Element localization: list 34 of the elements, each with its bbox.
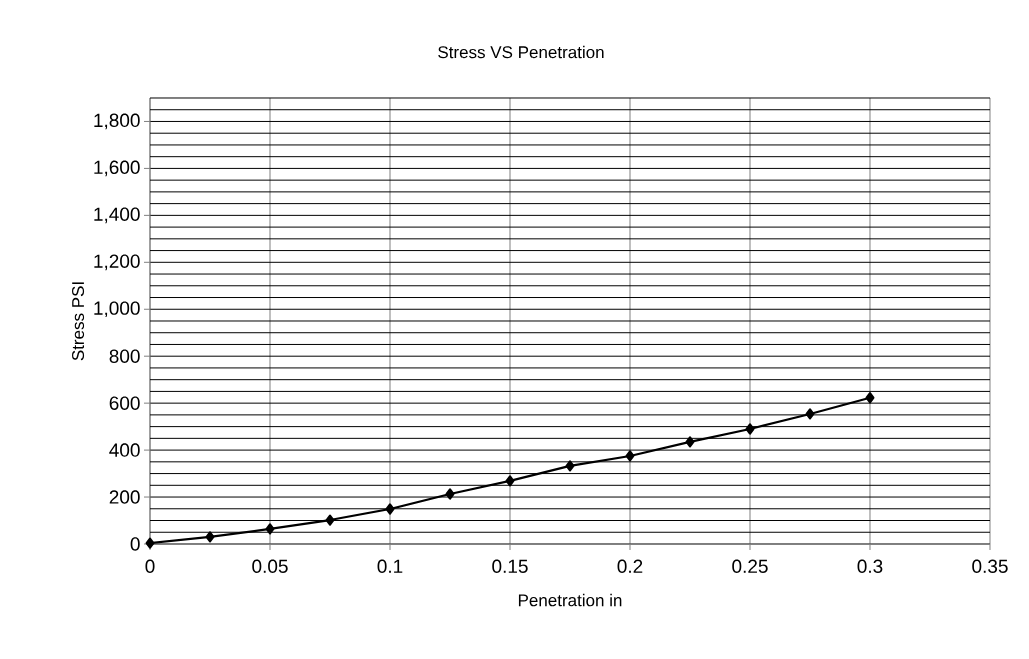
x-tick-label: 0.2 bbox=[617, 559, 643, 573]
point bbox=[805, 408, 815, 420]
point bbox=[265, 523, 275, 535]
point bbox=[205, 531, 215, 543]
y-tick-label: 0 bbox=[130, 537, 140, 551]
point bbox=[865, 392, 875, 404]
point bbox=[745, 423, 755, 435]
point bbox=[505, 475, 515, 487]
x-tick-label: 0.05 bbox=[252, 559, 288, 573]
x-tick-label: 0.1 bbox=[377, 559, 403, 573]
y-tick-label: 1,400 bbox=[94, 207, 140, 224]
x-axis-title: Penetration in bbox=[518, 593, 622, 607]
y-tick-label: 1,600 bbox=[94, 160, 140, 177]
x-tick-label: 0.3 bbox=[857, 559, 883, 573]
point bbox=[685, 436, 695, 448]
y-tick-label: 400 bbox=[109, 443, 140, 457]
y-tick-label: 800 bbox=[109, 349, 140, 363]
y-tick-label: 200 bbox=[109, 490, 140, 504]
point bbox=[625, 450, 635, 462]
y-axis-title: Stress PSI bbox=[72, 282, 85, 361]
x-tick-label: 0 bbox=[145, 559, 155, 573]
point bbox=[445, 488, 455, 500]
x-tick-label: 0.35 bbox=[972, 559, 1008, 573]
y-tick-label: 1,000 bbox=[94, 301, 140, 318]
x-tick-label: 0.15 bbox=[492, 559, 528, 573]
x-tick-label: 0.25 bbox=[732, 559, 768, 573]
point bbox=[565, 460, 575, 472]
point bbox=[325, 514, 335, 526]
y-tick-label: 600 bbox=[109, 396, 140, 410]
y-tick-label: 1,800 bbox=[94, 113, 140, 130]
point bbox=[385, 503, 395, 515]
point bbox=[145, 537, 155, 549]
chart-title: Stress VS Penetration bbox=[438, 45, 604, 59]
y-tick-label: 1,200 bbox=[94, 254, 140, 271]
